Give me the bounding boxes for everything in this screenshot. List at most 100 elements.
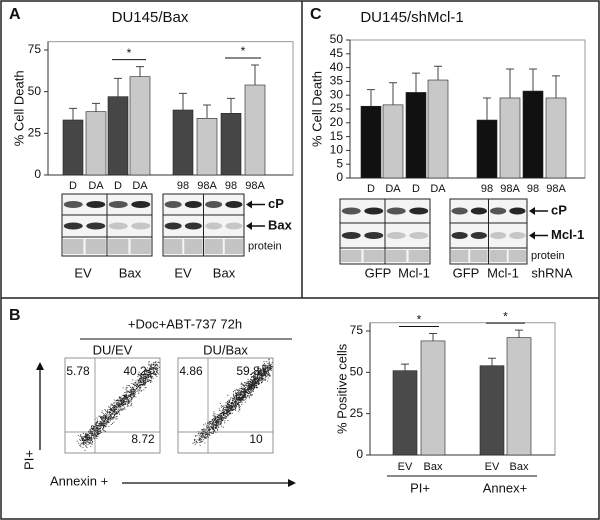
blot-band: [164, 201, 182, 208]
error-bar: [367, 89, 375, 107]
flow-events: [76, 361, 160, 451]
protein-stain: [408, 250, 429, 262]
significance-label: *: [241, 44, 246, 58]
flow-x-label: Annexin +: [50, 473, 108, 488]
error-bar: [401, 363, 409, 371]
y-tick-label: 50: [350, 365, 364, 379]
y-axis-label: % Cell Death: [11, 70, 26, 146]
y-tick-label: 15: [330, 129, 344, 143]
x-tick-label: DA: [430, 183, 446, 195]
blot-band: [225, 222, 243, 230]
error-bar: [136, 66, 144, 77]
x-tick-label: 98: [527, 183, 539, 195]
y-tick-label: 75: [28, 42, 42, 56]
protein-stain: [224, 239, 243, 254]
blot-group-label: GFP: [453, 265, 480, 280]
bar: [545, 97, 567, 179]
protein-stain: [85, 239, 106, 254]
blot-group-label: EV: [174, 265, 192, 280]
protein-stain: [341, 250, 362, 262]
bar: [220, 113, 242, 176]
error-bar: [434, 65, 442, 81]
panel-label: C: [310, 6, 322, 23]
y-tick-label: 35: [330, 74, 344, 88]
bar: [85, 111, 107, 176]
error-bar: [488, 357, 496, 366]
y-tick-label: 10: [330, 143, 344, 157]
bar: [62, 119, 84, 176]
blot-label: Mcl-1: [551, 227, 584, 242]
protein-stain: [63, 239, 84, 254]
blot-group-label: Mcl-1: [487, 265, 519, 280]
x-tick-label: EV: [485, 461, 500, 473]
y-tick-label: 0: [34, 167, 41, 181]
bar: [172, 109, 194, 176]
y-tick-label: 5: [336, 156, 343, 170]
x-tick-label: EV: [398, 461, 413, 473]
error-bar: [251, 64, 259, 85]
blot-group-label: EV: [74, 265, 92, 280]
blot-group-label: GFP: [365, 265, 392, 280]
y-tick-label: 50: [330, 32, 344, 46]
blot-band: [63, 222, 83, 230]
blot-band: [386, 207, 406, 215]
blot-band: [184, 222, 202, 230]
y-tick-label: 75: [350, 323, 364, 337]
protein-stain: [164, 239, 183, 254]
bar: [427, 79, 449, 179]
x-tick-label: DA: [88, 180, 104, 192]
blot-band: [470, 232, 487, 239]
x-tick-label: 98A: [500, 183, 520, 195]
blot-band: [386, 232, 406, 239]
quadrant-value: 10: [249, 432, 263, 446]
error-bar: [483, 97, 491, 121]
blot-label: protein: [248, 240, 282, 252]
blot-band: [205, 222, 223, 230]
protein-stain: [489, 250, 507, 262]
y-tick-label: 20: [330, 115, 344, 129]
y-tick-label: 40: [330, 60, 344, 74]
blot-band: [364, 232, 384, 239]
quadrant-value: 40.2: [123, 364, 147, 378]
x-tick-label: D: [69, 180, 77, 192]
y-tick-label: 45: [330, 46, 344, 60]
blot-band: [490, 207, 507, 215]
x-tick-label: 98A: [245, 180, 265, 192]
error-bar: [179, 92, 187, 110]
protein-stain: [363, 250, 384, 262]
flow-plot-name: DU/EV: [93, 342, 133, 357]
y-tick-label: 0: [336, 170, 343, 184]
blot-band: [451, 207, 468, 215]
flow-y-label: PI+: [21, 450, 36, 470]
blot-arrowhead: [246, 222, 252, 230]
y-tick-label: 25: [350, 406, 364, 420]
quadrant-value: 59.8: [236, 364, 260, 378]
blot-arrowhead: [246, 200, 252, 209]
flow-plot-name: DU/Bax: [203, 342, 248, 357]
y-axis-label: % Positive cells: [334, 343, 349, 434]
blot-label: protein: [531, 250, 565, 262]
error-bar: [412, 72, 420, 93]
quadrant-value: 5.78: [66, 364, 90, 378]
y-tick-label: 50: [28, 84, 42, 98]
protein-stain: [130, 239, 151, 254]
bar: [522, 90, 544, 179]
blot-band: [225, 201, 243, 208]
error-bar: [552, 75, 560, 98]
bar: [382, 104, 404, 179]
x-tick-label: DA: [385, 183, 401, 195]
blot-group-label: Mcl-1: [398, 265, 430, 280]
panel-label: B: [9, 307, 21, 324]
blot-group-label: shRNA: [531, 265, 573, 280]
error-bar: [114, 77, 122, 97]
significance-label: *: [417, 313, 422, 327]
blot-label: cP: [268, 196, 284, 211]
bar: [107, 96, 129, 176]
blot-band: [86, 201, 106, 208]
blot-band: [509, 232, 526, 239]
bar: [499, 97, 521, 179]
x-tick-label: 98A: [546, 183, 566, 195]
x-tick-label: Bax: [510, 461, 529, 473]
blot-group-label: Bax: [119, 265, 142, 280]
blot-band: [164, 222, 182, 230]
